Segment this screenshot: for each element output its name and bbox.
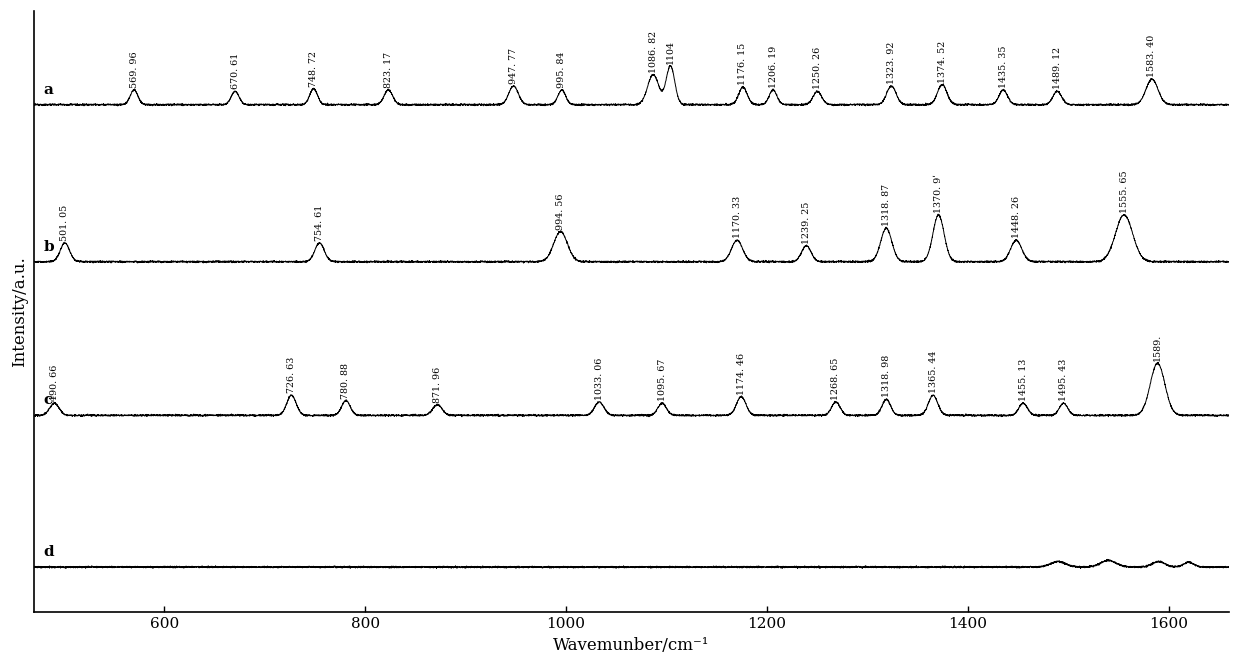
Text: 1104: 1104 — [666, 40, 675, 64]
Text: 1268. 65: 1268. 65 — [831, 358, 841, 400]
X-axis label: Wavemunber/cm⁻¹: Wavemunber/cm⁻¹ — [553, 637, 709, 654]
Text: 670. 61: 670. 61 — [231, 53, 239, 89]
Text: 1206. 19: 1206. 19 — [769, 46, 777, 88]
Text: 994. 56: 994. 56 — [556, 193, 565, 229]
Text: 501. 05: 501. 05 — [61, 205, 69, 241]
Text: 754. 61: 754. 61 — [315, 205, 324, 241]
Text: 1318. 87: 1318. 87 — [882, 184, 890, 226]
Text: 1239. 25: 1239. 25 — [802, 201, 811, 243]
Text: 1086. 82: 1086. 82 — [649, 31, 657, 72]
Text: 1583. 40: 1583. 40 — [1147, 35, 1157, 77]
Text: 1095. 67: 1095. 67 — [657, 359, 667, 402]
Text: 1250. 26: 1250. 26 — [813, 47, 822, 89]
Text: 780. 88: 780. 88 — [341, 362, 351, 398]
Text: a: a — [43, 82, 53, 96]
Text: 995. 84: 995. 84 — [557, 52, 567, 88]
Text: b: b — [43, 239, 55, 253]
Text: 1489. 12: 1489. 12 — [1053, 47, 1061, 89]
Text: 1365. 44: 1365. 44 — [929, 351, 937, 393]
Text: 1370. 9ʹ: 1370. 9ʹ — [934, 174, 944, 213]
Text: 1170. 33: 1170. 33 — [733, 196, 742, 238]
Y-axis label: Intensity/a.u.: Intensity/a.u. — [11, 257, 29, 367]
Text: 1455. 13: 1455. 13 — [1018, 359, 1028, 402]
Text: 1174. 46: 1174. 46 — [737, 352, 745, 394]
Text: 1318. 98: 1318. 98 — [882, 355, 890, 397]
Text: 947. 77: 947. 77 — [510, 48, 518, 84]
Text: 569. 96: 569. 96 — [129, 51, 139, 88]
Text: 490. 66: 490. 66 — [50, 365, 60, 402]
Text: 1495. 43: 1495. 43 — [1059, 359, 1068, 402]
Text: 823. 17: 823. 17 — [384, 52, 393, 88]
Text: c: c — [43, 393, 53, 408]
Text: 1374. 52: 1374. 52 — [937, 41, 946, 82]
Text: 1448. 26: 1448. 26 — [1012, 196, 1021, 238]
Text: 748. 72: 748. 72 — [309, 51, 319, 86]
Text: 1555. 65: 1555. 65 — [1120, 170, 1128, 213]
Text: 1176. 15: 1176. 15 — [738, 43, 748, 85]
Text: 1435. 35: 1435. 35 — [998, 45, 1008, 88]
Text: 1589.: 1589. — [1153, 334, 1162, 361]
Text: 871. 96: 871. 96 — [433, 366, 441, 403]
Text: 726. 63: 726. 63 — [286, 357, 296, 393]
Text: 1323. 92: 1323. 92 — [887, 42, 895, 84]
Text: 1033. 06: 1033. 06 — [595, 358, 604, 400]
Text: d: d — [43, 545, 55, 559]
